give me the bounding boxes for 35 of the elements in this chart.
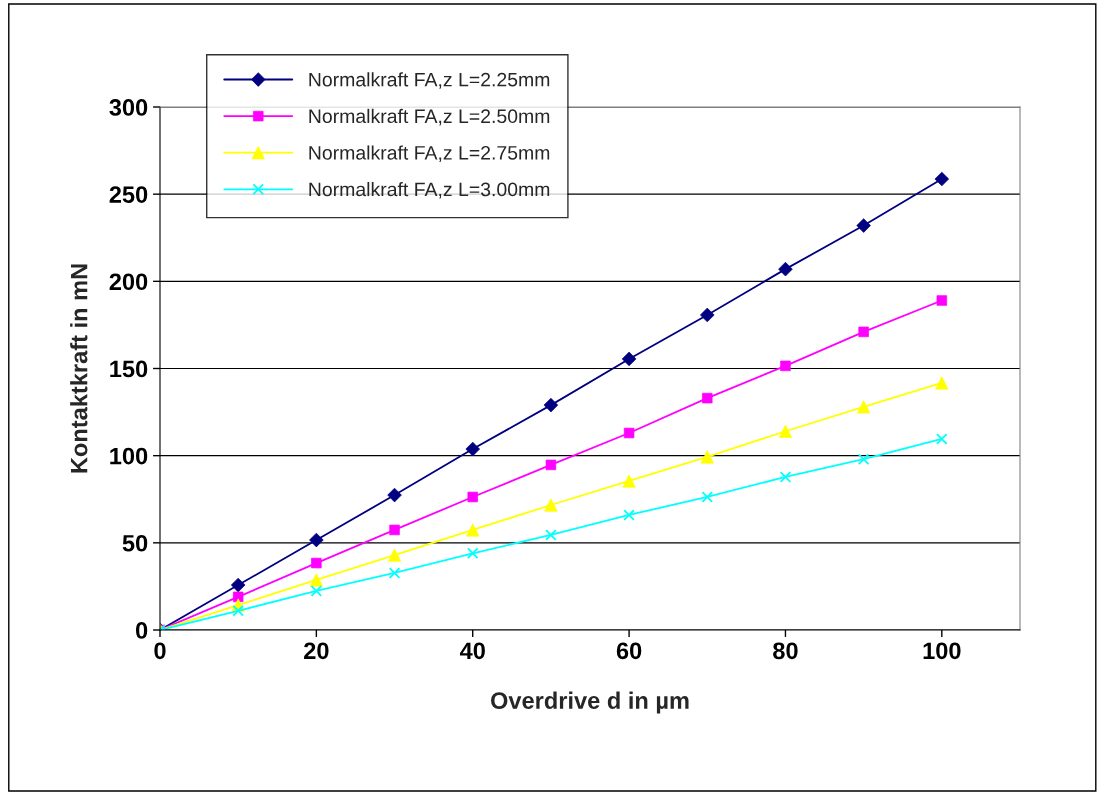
point	[232, 605, 244, 617]
y-tick-label: 0	[136, 622, 148, 639]
x-axis-title: Overdrive d in µm	[491, 691, 689, 714]
point	[230, 577, 246, 593]
point	[700, 307, 715, 323]
point	[857, 453, 870, 465]
legend-label: Normalkraft FA,z L=2.25mm	[309, 72, 550, 89]
y-tick-label: 150	[110, 360, 148, 378]
legend-label: Normalkraft FA,z L=2.50mm	[309, 108, 550, 126]
point	[466, 547, 479, 560]
x-tick-label: 20	[304, 642, 329, 660]
legend-label: Normalkraft FA,z L=3.00mm	[309, 182, 550, 199]
point	[778, 424, 793, 438]
point	[545, 529, 557, 541]
point	[310, 585, 323, 597]
x-tick-label: 40	[459, 642, 485, 660]
y-tick-label: 300	[109, 99, 148, 116]
point	[779, 471, 792, 483]
y-axis-title: Kontaktkraft in mN	[70, 264, 88, 473]
point	[465, 441, 480, 457]
x-tick-label: 80	[773, 642, 798, 660]
point	[623, 509, 635, 521]
x-tick-label: 0	[154, 642, 166, 660]
y-tick-label: 200	[109, 273, 148, 291]
point	[467, 491, 478, 503]
x-tick-label: 60	[616, 642, 642, 660]
point	[388, 567, 401, 579]
y-tick-label: 250	[109, 186, 148, 203]
point	[387, 487, 402, 503]
point	[936, 433, 948, 445]
y-tick-label: 50	[122, 534, 148, 552]
x-tick-label: 100	[923, 642, 961, 660]
legend-label: Normalkraft FA,z L=2.75mm	[309, 145, 550, 162]
point	[701, 491, 714, 503]
y-tick-label: 100	[110, 447, 148, 465]
